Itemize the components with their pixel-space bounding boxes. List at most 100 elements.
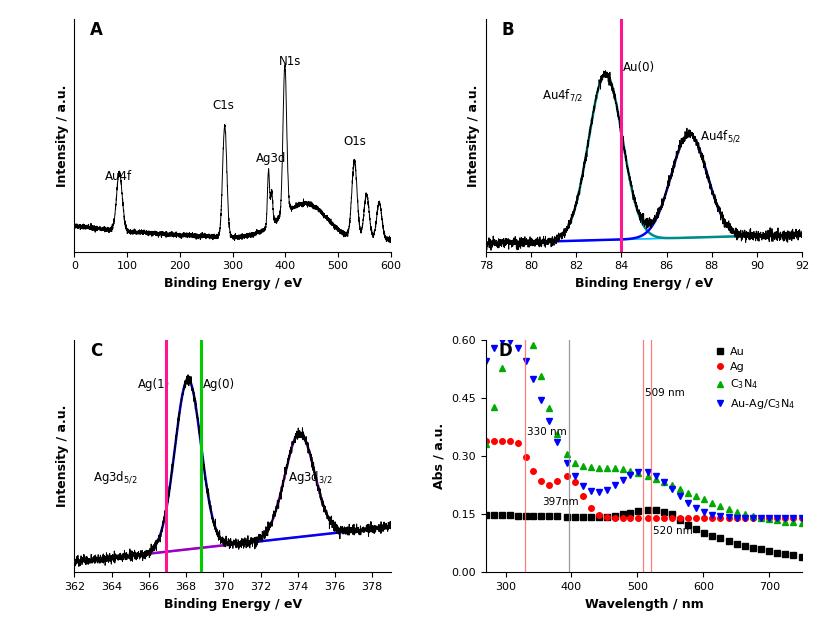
Ag [489, 437, 499, 445]
C$_3$N$_4$ [594, 464, 604, 471]
Au [748, 544, 758, 551]
Ag [683, 515, 693, 522]
C$_3$N$_4$ [787, 519, 797, 527]
Ag [562, 473, 571, 480]
C$_3$N$_4$ [780, 518, 790, 525]
Au [528, 512, 538, 520]
X-axis label: Binding Energy / eV: Binding Energy / eV [164, 598, 302, 611]
Ag [772, 515, 782, 522]
Ag [675, 515, 685, 522]
Ag [513, 439, 523, 446]
C$_3$N$_4$ [715, 502, 724, 509]
Ag [706, 515, 716, 522]
Au [764, 548, 774, 555]
Au-Ag/C$_3$N$_4$ [691, 504, 700, 512]
Au [772, 549, 782, 556]
Au-Ag/C$_3$N$_4$ [578, 482, 588, 490]
Ag [691, 515, 700, 522]
Au-Ag/C$_3$N$_4$ [489, 344, 499, 352]
Au-Ag/C$_3$N$_4$ [715, 513, 724, 520]
Text: Ag3d$_{3/2}$: Ag3d$_{3/2}$ [289, 469, 333, 486]
Y-axis label: Intensity / a.u.: Intensity / a.u. [56, 405, 69, 508]
Au [675, 516, 685, 524]
C$_3$N$_4$ [520, 320, 530, 328]
Text: Au4f$_{7/2}$: Au4f$_{7/2}$ [543, 87, 584, 102]
Au-Ag/C$_3$N$_4$ [748, 515, 758, 522]
Ag [609, 514, 619, 522]
Ag [528, 467, 538, 475]
Ag [797, 515, 807, 522]
Text: Ag3d: Ag3d [256, 152, 286, 165]
X-axis label: Binding Energy / eV: Binding Energy / eV [575, 277, 713, 290]
C$_3$N$_4$ [586, 464, 595, 471]
Line: Au: Au [483, 507, 805, 560]
Au [497, 511, 507, 519]
Au-Ag/C$_3$N$_4$ [552, 438, 562, 446]
Y-axis label: Abs / a.u.: Abs / a.u. [433, 423, 446, 489]
C$_3$N$_4$ [756, 514, 766, 522]
Au [780, 550, 790, 558]
Ag [480, 437, 490, 445]
C$_3$N$_4$ [552, 431, 562, 438]
Au [732, 540, 742, 548]
C$_3$N$_4$ [480, 440, 490, 448]
Au [570, 513, 580, 520]
Ag [570, 478, 580, 486]
Au-Ag/C$_3$N$_4$ [675, 492, 685, 500]
Text: Ag(1): Ag(1) [138, 378, 170, 391]
Ag [520, 453, 530, 461]
C$_3$N$_4$ [618, 466, 628, 473]
Ag [594, 511, 604, 519]
Au-Ag/C$_3$N$_4$ [732, 514, 742, 522]
Au [609, 512, 619, 520]
C$_3$N$_4$ [651, 475, 661, 483]
Au-Ag/C$_3$N$_4$ [724, 514, 734, 522]
Au [659, 508, 669, 515]
Ag [651, 515, 661, 522]
Au [651, 506, 661, 514]
Au-Ag/C$_3$N$_4$ [594, 488, 604, 496]
Ag [643, 515, 653, 522]
C$_3$N$_4$ [513, 316, 523, 324]
Au-Ag/C$_3$N$_4$ [740, 514, 750, 522]
Ag [602, 513, 612, 521]
Au-Ag/C$_3$N$_4$ [528, 375, 538, 383]
Au-Ag/C$_3$N$_4$ [544, 418, 554, 425]
Ag [618, 515, 628, 522]
Ag [667, 515, 676, 522]
Au [552, 513, 562, 520]
C$_3$N$_4$ [691, 492, 700, 500]
Au [756, 546, 766, 553]
C$_3$N$_4$ [675, 485, 685, 493]
Au [578, 513, 588, 521]
C$_3$N$_4$ [659, 478, 669, 486]
Text: 509 nm: 509 nm [645, 388, 685, 398]
Au-Ag/C$_3$N$_4$ [602, 486, 612, 494]
Au [586, 513, 595, 521]
Au [715, 535, 724, 543]
Au [740, 542, 750, 550]
Au-Ag/C$_3$N$_4$ [651, 472, 661, 480]
C$_3$N$_4$ [732, 508, 742, 515]
Ag [756, 515, 766, 522]
Au-Ag/C$_3$N$_4$ [497, 337, 507, 345]
Text: 330 nm: 330 nm [528, 427, 567, 437]
C$_3$N$_4$ [748, 512, 758, 520]
Ag [633, 515, 643, 522]
Au [520, 512, 530, 520]
Au [667, 511, 676, 518]
C$_3$N$_4$ [724, 505, 734, 513]
Au-Ag/C$_3$N$_4$ [513, 344, 523, 352]
C$_3$N$_4$ [504, 333, 514, 340]
Ag [787, 515, 797, 522]
Au-Ag/C$_3$N$_4$ [797, 515, 807, 522]
Au [594, 513, 604, 521]
Au [618, 511, 628, 518]
Text: B: B [502, 22, 514, 39]
Ag [544, 481, 554, 488]
Au [633, 507, 643, 515]
Au [625, 509, 635, 516]
Au [699, 529, 709, 537]
Au-Ag/C$_3$N$_4$ [504, 337, 514, 345]
Text: Ag(0): Ag(0) [203, 378, 235, 391]
